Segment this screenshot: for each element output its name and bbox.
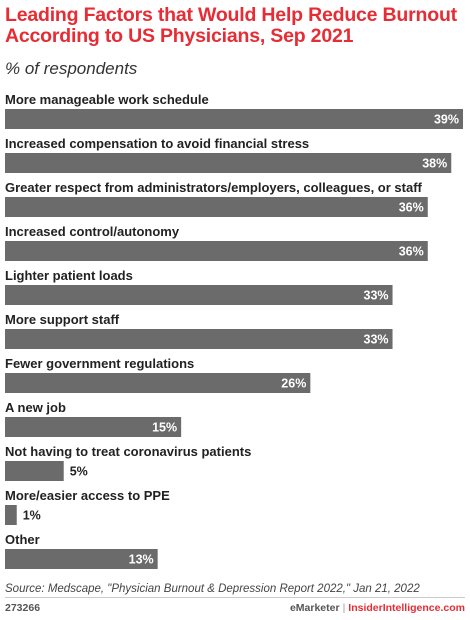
bar (5, 329, 393, 349)
brand-separator: | (342, 602, 346, 614)
bar-value-label: 36% (399, 245, 424, 259)
bar (5, 153, 452, 173)
category-label: More support staff (5, 312, 120, 327)
bar-value-label: 15% (152, 421, 177, 435)
brand-emarketer: eMarketer (289, 602, 340, 614)
bar (5, 241, 428, 261)
chart-title: Leading Factors that Would Help Reduce B… (5, 4, 457, 47)
chart-subtitle: % of respondents (5, 59, 138, 78)
category-label: More manageable work schedule (5, 92, 209, 107)
category-label: Increased control/autonomy (5, 224, 180, 239)
bar (5, 109, 463, 129)
category-label: A new job (5, 400, 66, 415)
footer-divider (5, 597, 465, 598)
bar-value-label: 1% (23, 509, 41, 523)
category-label: Not having to treat coronavirus patients (5, 444, 251, 459)
category-label: Greater respect from administrators/empl… (5, 180, 423, 195)
bar (5, 197, 428, 217)
bar-value-label: 13% (129, 553, 154, 567)
bar (5, 549, 158, 569)
source-note: Source: Medscape, "Physician Burnout & D… (5, 583, 420, 595)
bar (5, 417, 182, 437)
category-label: More/easier access to PPE (5, 488, 170, 503)
category-label: Fewer government regulations (5, 356, 194, 371)
bar (5, 373, 311, 393)
brand-insider-intelligence: InsiderIntelligence.com (348, 602, 465, 614)
bar-value-label: 33% (364, 289, 389, 303)
category-label: Increased compensation to avoid financia… (5, 136, 309, 151)
chart-id: 273266 (5, 602, 41, 614)
bar-value-label: 39% (434, 113, 459, 127)
bar-value-label: 36% (399, 201, 424, 215)
bar-value-label: 33% (364, 333, 389, 347)
brand-credit: eMarketer | InsiderIntelligence.com (290, 602, 465, 614)
bar-value-label: 26% (281, 377, 306, 391)
category-label: Other (5, 532, 40, 547)
bar-value-label: 38% (422, 157, 447, 171)
bar (5, 505, 17, 525)
category-label: Lighter patient loads (5, 268, 133, 283)
bar (5, 285, 393, 305)
bar (5, 461, 64, 481)
bar-value-label: 5% (70, 465, 88, 479)
